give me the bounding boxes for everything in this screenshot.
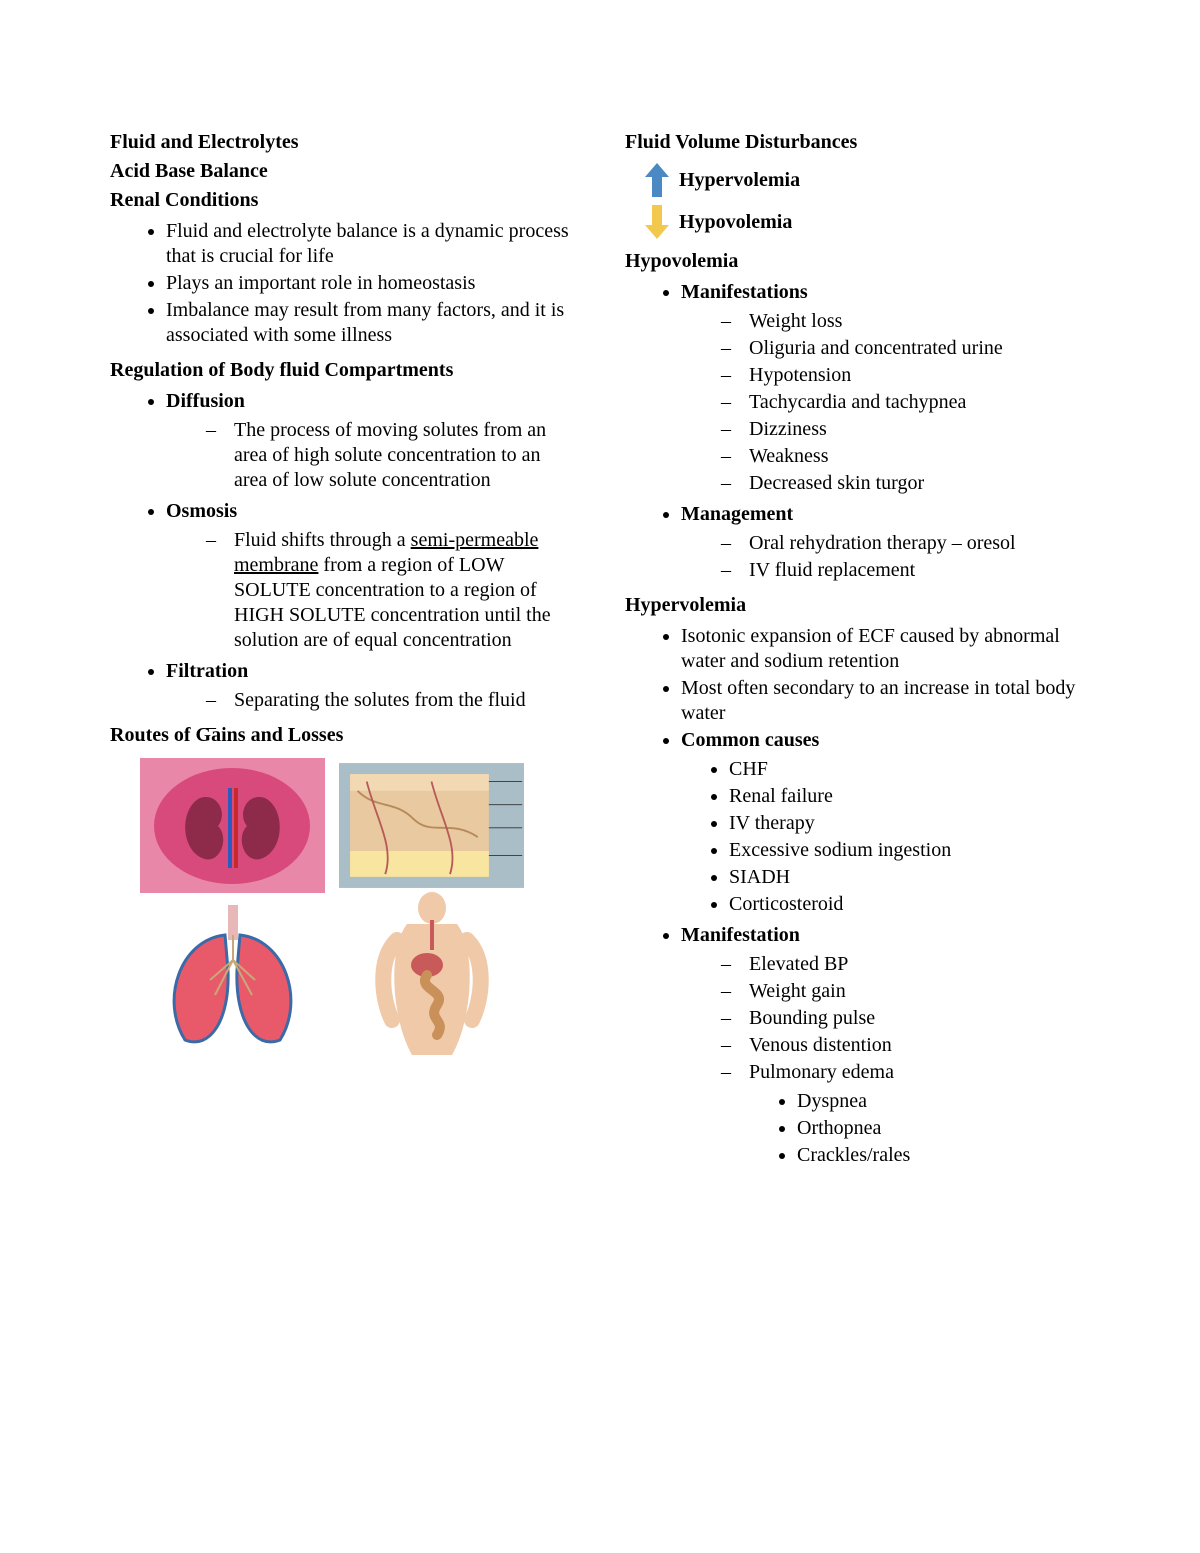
arrow-down-icon	[645, 205, 669, 239]
hypo-manif-item: Decreased skin turgor	[721, 471, 1090, 496]
kidney-image	[140, 758, 325, 893]
right-column: Fluid Volume Disturbances Hypervolemia H…	[625, 130, 1090, 1473]
fvd-heading: Fluid Volume Disturbances	[625, 130, 1090, 155]
intro-list: Fluid and electrolyte balance is a dynam…	[110, 219, 575, 348]
hypo-manif-item: Tachycardia and tachypnea	[721, 390, 1090, 415]
manifestations-item: Manifestations Weight loss Oliguria and …	[681, 280, 1090, 496]
diffusion-item: Diffusion The process of moving solutes …	[166, 389, 575, 493]
diffusion-def-list: The process of moving solutes from an ar…	[166, 418, 575, 493]
filtration-def-list: Separating the solutes from the fluid	[166, 688, 575, 713]
osmosis-def-list: Fluid shifts through a semi-permeable me…	[166, 528, 575, 653]
manifestations-label: Manifestations	[681, 281, 808, 303]
manifestation-label: Manifestation	[681, 924, 800, 946]
hypovolemia-arrow-row: Hypovolemia	[645, 205, 1090, 239]
hyper-manif-item: Weight gain	[721, 979, 1090, 1004]
left-column: Fluid and Electrolytes Acid Base Balance…	[110, 130, 575, 1473]
hyper-manif-item: Pulmonary edema Dyspnea Orthopnea Crackl…	[721, 1060, 1090, 1168]
intro-item: Plays an important role in homeostasis	[166, 271, 575, 296]
filtration-item: Filtration Separating the solutes from t…	[166, 659, 575, 713]
hypovolemia-heading: Hypovolemia	[625, 249, 1090, 274]
hyper-intro-item: Most often secondary to an increase in t…	[681, 676, 1090, 726]
osmosis-item: Osmosis Fluid shifts through a semi-perm…	[166, 499, 575, 653]
manifestation-item: Manifestation Elevated BP Weight gain Bo…	[681, 923, 1090, 1168]
pulm-sub-item: Dyspnea	[797, 1089, 1090, 1114]
hyper-manif-item: Elevated BP	[721, 952, 1090, 977]
hyper-manif-item: Bounding pulse	[721, 1006, 1090, 1031]
osmosis-def: Fluid shifts through a semi-permeable me…	[206, 528, 575, 653]
title-line-2: Acid Base Balance	[110, 159, 575, 184]
document-page: Fluid and Electrolytes Acid Base Balance…	[0, 0, 1200, 1553]
pulm-edema-sublist: Dyspnea Orthopnea Crackles/rales	[749, 1089, 1090, 1168]
regulation-heading: Regulation of Body fluid Compartments	[110, 358, 575, 383]
cause-item: Renal failure	[729, 784, 1090, 809]
regulation-list: Diffusion The process of moving solutes …	[110, 389, 575, 713]
hypervolemia-arrow-label: Hypervolemia	[679, 168, 800, 193]
common-causes-list: CHF Renal failure IV therapy Excessive s…	[681, 757, 1090, 917]
hypo-manif-item: Dizziness	[721, 417, 1090, 442]
hyper-intro-item: Isotonic expansion of ECF caused by abno…	[681, 624, 1090, 674]
management-sub: IV fluid replacement	[721, 558, 1090, 583]
hypo-manif-item: Hypotension	[721, 363, 1090, 388]
management-sub: Oral rehydration therapy – oresol	[721, 531, 1090, 556]
hyper-list: Isotonic expansion of ECF caused by abno…	[625, 624, 1090, 1168]
pulm-sub-item: Orthopnea	[797, 1116, 1090, 1141]
hypovolemia-arrow-label: Hypovolemia	[679, 210, 792, 235]
diffusion-label: Diffusion	[166, 390, 245, 412]
lungs-image	[140, 907, 325, 1042]
cause-item: SIADH	[729, 865, 1090, 890]
routes-heading: Routes of Gains and Losses	[110, 723, 575, 748]
gi-image	[339, 907, 524, 1042]
osmosis-label: Osmosis	[166, 500, 237, 522]
intro-item: Imbalance may result from many factors, …	[166, 298, 575, 348]
common-causes-label: Common causes	[681, 729, 819, 751]
arrow-up-icon	[645, 163, 669, 197]
cause-item: Corticosteroid	[729, 892, 1090, 917]
cause-item: Excessive sodium ingestion	[729, 838, 1090, 863]
hyper-manif-item: Venous distention	[721, 1033, 1090, 1058]
hypervolemia-heading: Hypervolemia	[625, 593, 1090, 618]
hypo-manif-item: Weight loss	[721, 309, 1090, 334]
hypo-list: Manifestations Weight loss Oliguria and …	[625, 280, 1090, 583]
common-causes-item: Common causes CHF Renal failure IV thera…	[681, 728, 1090, 917]
hypo-manifestations-list: Weight loss Oliguria and concentrated ur…	[681, 309, 1090, 496]
skin-image	[339, 758, 524, 893]
pulm-edema-label: Pulmonary edema	[749, 1061, 894, 1083]
management-list: Oral rehydration therapy – oresol IV flu…	[681, 531, 1090, 583]
hypervolemia-arrow-row: Hypervolemia	[645, 163, 1090, 197]
filtration-label: Filtration	[166, 660, 248, 682]
diffusion-def: The process of moving solutes from an ar…	[206, 418, 575, 493]
title-line-3: Renal Conditions	[110, 188, 575, 213]
cause-item: IV therapy	[729, 811, 1090, 836]
osmosis-pre: Fluid shifts through a	[234, 529, 411, 551]
hypo-manif-item: Oliguria and concentrated urine	[721, 336, 1090, 361]
title-line-1: Fluid and Electrolytes	[110, 130, 575, 155]
hypo-manif-item: Weakness	[721, 444, 1090, 469]
cause-item: CHF	[729, 757, 1090, 782]
management-label: Management	[681, 503, 793, 525]
filtration-def: Separating the solutes from the fluid	[206, 688, 575, 713]
intro-item: Fluid and electrolyte balance is a dynam…	[166, 219, 575, 269]
hyper-manifestations-list: Elevated BP Weight gain Bounding pulse V…	[681, 952, 1090, 1168]
management-item: Management Oral rehydration therapy – or…	[681, 502, 1090, 583]
routes-image-grid	[140, 758, 560, 1042]
pulm-sub-item: Crackles/rales	[797, 1143, 1090, 1168]
